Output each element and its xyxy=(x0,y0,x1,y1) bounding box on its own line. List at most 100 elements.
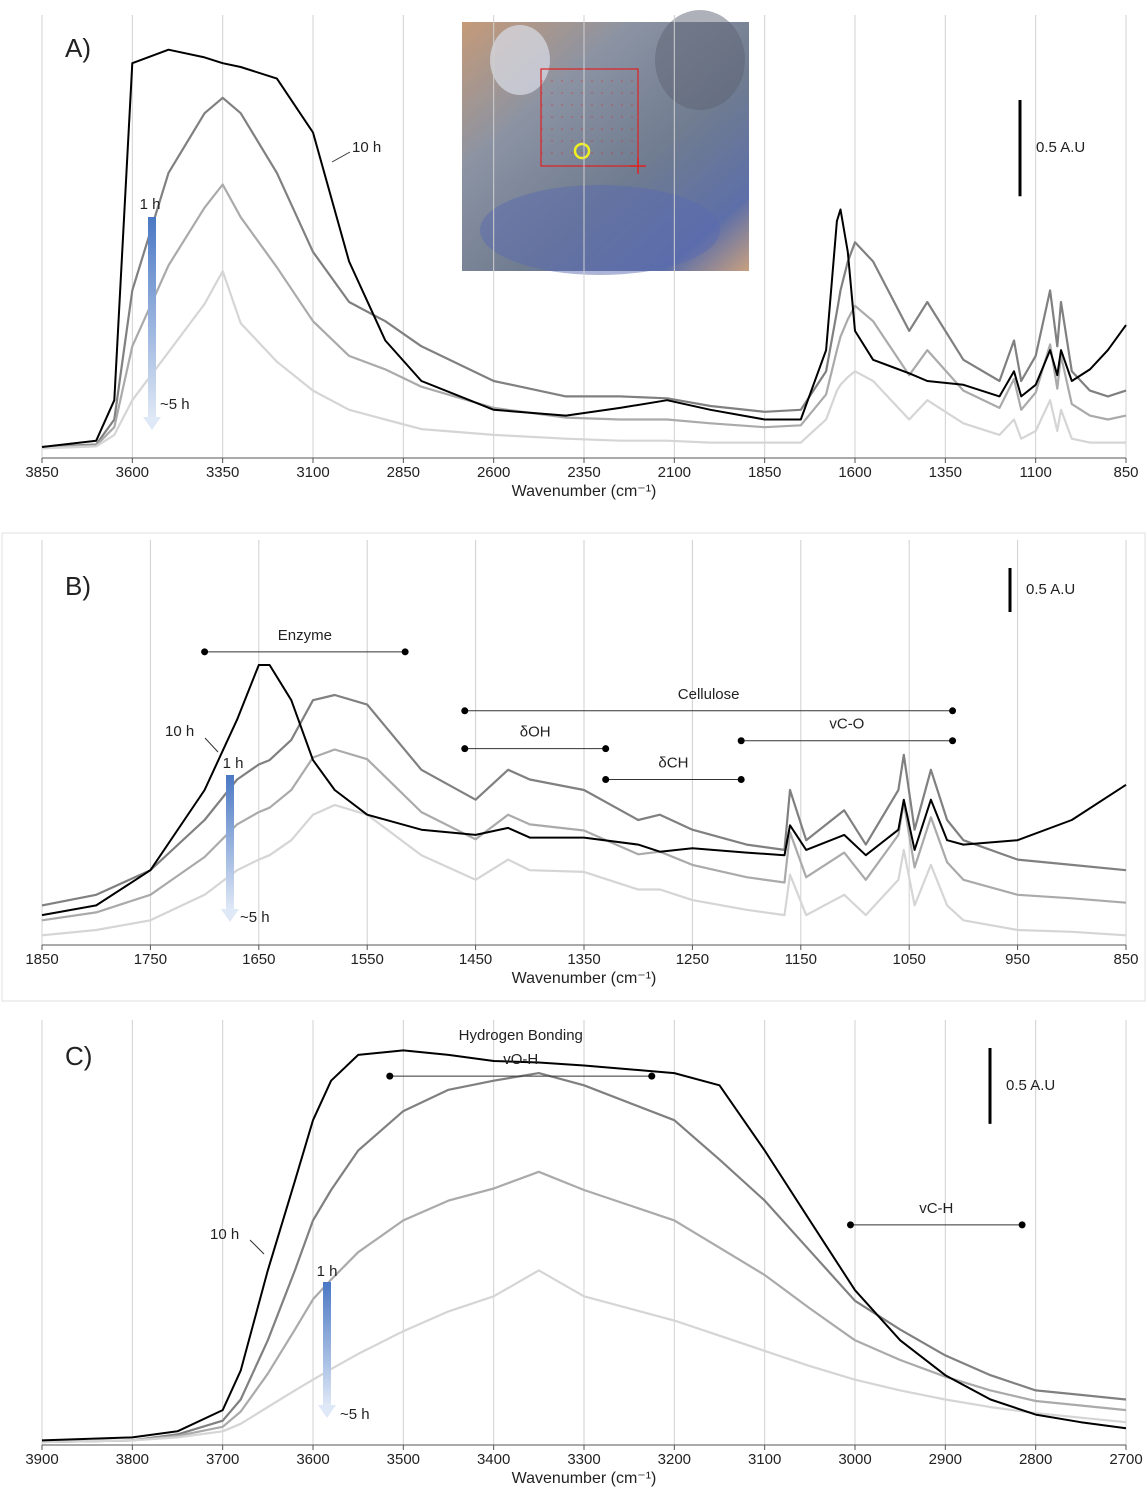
x-tick-label: 1850 xyxy=(25,951,58,968)
series-label: 10 h xyxy=(165,723,194,740)
scale-bar-label: 0.5 A.U xyxy=(1006,1077,1055,1094)
range-end xyxy=(386,1072,394,1080)
spectrum-line xyxy=(41,1170,1127,1444)
time-arrow xyxy=(148,217,156,418)
series-label: 1 h xyxy=(140,196,161,213)
x-tick-label: 3600 xyxy=(116,464,149,481)
time-arrow xyxy=(226,775,234,910)
range-end xyxy=(648,1072,656,1080)
scale-bar-label: 0.5 A.U xyxy=(1036,139,1085,156)
series-label: 1 h xyxy=(317,1263,338,1280)
series-label: ~5 h xyxy=(340,1406,370,1423)
panel-label: C) xyxy=(65,1041,92,1071)
range-label: Cellulose xyxy=(678,686,740,703)
x-tick-label: 2850 xyxy=(387,464,420,481)
x-tick-label: 3700 xyxy=(206,1451,239,1468)
time-arrow-head xyxy=(143,417,161,430)
label-pointer xyxy=(249,1239,265,1255)
x-tick-label: 1650 xyxy=(242,951,275,968)
x-tick-label: 3900 xyxy=(25,1451,58,1468)
inset-photo xyxy=(462,10,749,275)
x-tick-label: 1100 xyxy=(1020,464,1052,481)
range-label: vO-H xyxy=(503,1051,538,1068)
range-end xyxy=(737,775,745,783)
x-axis-title: Wavenumber (cm⁻¹) xyxy=(512,970,657,987)
series-label: 10 h xyxy=(210,1226,239,1243)
x-tick-label: 1250 xyxy=(676,951,709,968)
range-label: vC-O xyxy=(829,716,864,733)
x-tick-label: 2100 xyxy=(658,464,691,481)
x-tick-label: 2350 xyxy=(567,464,600,481)
range-end xyxy=(602,775,610,783)
range-end xyxy=(949,737,957,745)
x-tick-label: 2600 xyxy=(477,464,510,481)
x-tick-label: 3500 xyxy=(387,1451,420,1468)
series-label: ~5 h xyxy=(160,396,190,413)
spectrum-line xyxy=(41,748,1127,922)
x-axis-title: Wavenumber (cm⁻¹) xyxy=(512,1470,657,1487)
spectrum-line xyxy=(41,803,1127,937)
label-pointer xyxy=(331,151,351,163)
x-tick-label: 1550 xyxy=(351,951,384,968)
spectrum-line xyxy=(41,664,1127,917)
range-end xyxy=(949,707,957,715)
x-tick-label: 3400 xyxy=(477,1451,510,1468)
range-label: δCH xyxy=(658,754,688,771)
x-tick-label: 1350 xyxy=(567,951,600,968)
x-tick-label: 3100 xyxy=(748,1451,781,1468)
panel-frame xyxy=(1,532,1146,1002)
spectrum-line xyxy=(41,1072,1127,1444)
x-axis-title: Wavenumber (cm⁻¹) xyxy=(512,483,657,500)
x-tick-label: 2700 xyxy=(1109,1451,1142,1468)
time-arrow-head xyxy=(318,1405,336,1418)
spectrum-line xyxy=(41,96,1127,449)
range-end xyxy=(1018,1221,1026,1229)
range-end xyxy=(737,737,745,745)
x-tick-label: 850 xyxy=(1113,464,1138,481)
range-title: Hydrogen Bonding xyxy=(459,1027,583,1044)
x-tick-label: 1450 xyxy=(459,951,492,968)
spectrum-line xyxy=(41,693,1127,907)
x-tick-label: 3300 xyxy=(567,1451,600,1468)
label-pointer xyxy=(204,737,219,753)
spectrum-line xyxy=(41,1269,1127,1444)
x-tick-label: 3800 xyxy=(116,1451,149,1468)
x-tick-label: 1150 xyxy=(785,951,817,968)
series-label: 1 h xyxy=(223,755,244,772)
range-end xyxy=(401,648,409,656)
spectrum-line xyxy=(41,270,1126,450)
time-arrow xyxy=(323,1282,331,1406)
range-label: δOH xyxy=(520,724,551,741)
range-end xyxy=(461,745,469,753)
x-tick-label: 3350 xyxy=(206,464,239,481)
range-end xyxy=(846,1221,854,1229)
x-tick-label: 850 xyxy=(1113,951,1138,968)
x-tick-label: 1850 xyxy=(748,464,781,481)
spectrum-line xyxy=(41,48,1127,448)
series-label: 10 h xyxy=(352,139,381,156)
x-tick-label: 3850 xyxy=(25,464,58,481)
series-label: ~5 h xyxy=(240,909,270,926)
x-tick-label: 1600 xyxy=(838,464,871,481)
panel-label: B) xyxy=(65,571,91,601)
x-tick-label: 1350 xyxy=(929,464,962,481)
scale-bar-label: 0.5 A.U xyxy=(1026,581,1075,598)
x-tick-label: 3100 xyxy=(296,464,329,481)
x-tick-label: 1750 xyxy=(134,951,167,968)
x-tick-label: 3000 xyxy=(838,1451,871,1468)
x-tick-label: 2900 xyxy=(929,1451,962,1468)
range-end xyxy=(461,707,469,715)
time-arrow-head xyxy=(221,909,239,922)
spectrum-line xyxy=(41,1049,1127,1442)
x-tick-label: 950 xyxy=(1005,951,1030,968)
x-tick-label: 3600 xyxy=(296,1451,329,1468)
range-end xyxy=(201,648,209,656)
range-end xyxy=(602,745,610,753)
panel-label: A) xyxy=(65,33,91,63)
x-tick-label: 3200 xyxy=(658,1451,691,1468)
range-label: Enzyme xyxy=(278,627,332,644)
range-label: vC-H xyxy=(919,1200,953,1217)
x-tick-label: 2800 xyxy=(1019,1451,1052,1468)
x-tick-label: 1050 xyxy=(893,951,926,968)
